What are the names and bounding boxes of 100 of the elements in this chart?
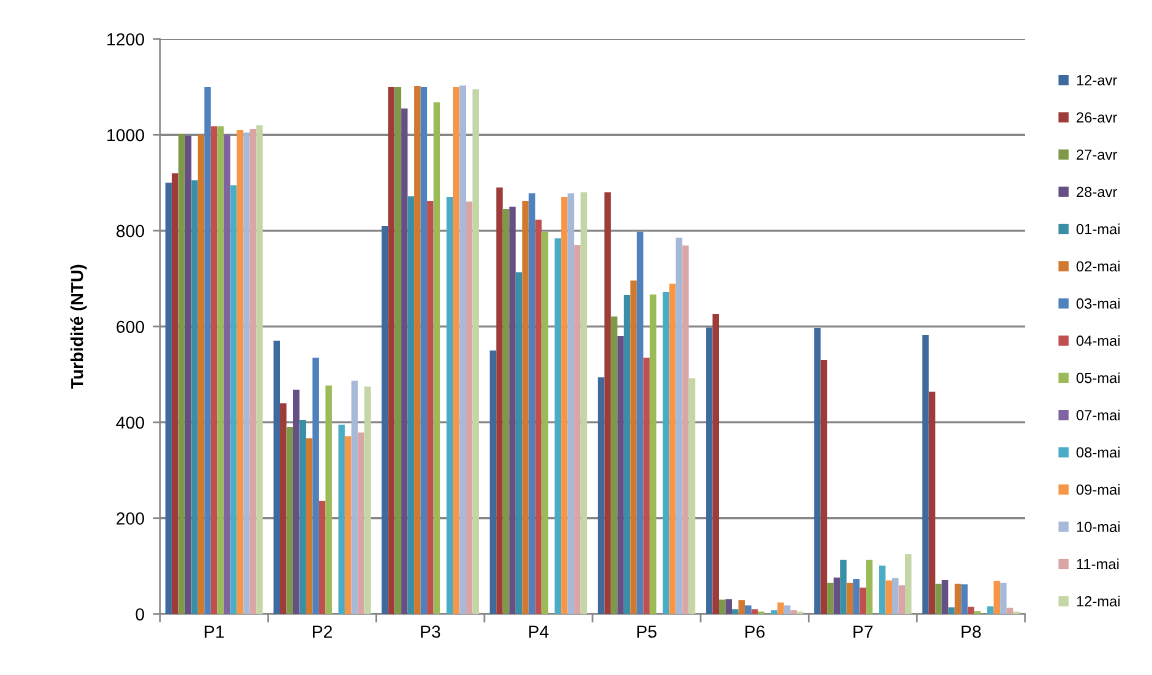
- bar: [892, 578, 899, 614]
- bar: [866, 559, 873, 614]
- bar: [935, 583, 942, 614]
- bar: [381, 225, 389, 614]
- x-tick-label: P5: [637, 625, 657, 638]
- bar: [885, 580, 893, 614]
- bar: [299, 419, 306, 614]
- bar: [706, 327, 713, 614]
- bar: [325, 385, 332, 614]
- bar: [751, 609, 758, 614]
- bar: [662, 292, 670, 614]
- bar: [669, 283, 676, 614]
- bar: [738, 600, 745, 614]
- x-tick-label: P4: [529, 625, 549, 638]
- bar: [165, 182, 172, 614]
- bar: [636, 231, 644, 614]
- bar: [522, 200, 529, 614]
- legend-label: 04-mai: [1076, 335, 1120, 346]
- bar: [357, 432, 365, 614]
- bar: [541, 231, 549, 614]
- bar: [954, 583, 962, 614]
- bar: [688, 378, 696, 614]
- bar: [318, 500, 326, 614]
- y-tick-label: 0: [135, 608, 145, 621]
- legend-label: 03-mai: [1076, 297, 1120, 309]
- bar: [243, 132, 250, 614]
- bar: [649, 294, 657, 614]
- bar: [344, 436, 352, 614]
- bar: [420, 86, 428, 614]
- legend-label: 27-avr: [1076, 149, 1118, 160]
- bar: [394, 86, 402, 614]
- bar: [630, 280, 637, 614]
- bar: [941, 579, 949, 614]
- bar: [401, 108, 408, 614]
- bar: [171, 173, 179, 614]
- legend-label: 05-mai: [1076, 372, 1120, 384]
- x-tick-label: P3: [421, 625, 441, 638]
- bar: [974, 611, 981, 614]
- x-tick-label: P7: [853, 625, 873, 638]
- bar: [719, 599, 726, 614]
- bar: [528, 193, 536, 614]
- bar: [427, 200, 434, 614]
- bar: [682, 245, 689, 614]
- bar: [312, 357, 319, 614]
- bar: [204, 86, 211, 614]
- y-axis-title: Turbidité (NTU): [70, 264, 87, 389]
- legend-label: 08-mai: [1076, 446, 1120, 458]
- bar: [783, 605, 791, 614]
- bar: [643, 357, 650, 614]
- bar: [465, 201, 473, 614]
- y-tick-label: 600: [116, 320, 145, 333]
- bar: [217, 126, 224, 614]
- bar: [446, 197, 454, 614]
- bar: [489, 350, 497, 614]
- bar: [535, 219, 542, 614]
- bar: [853, 579, 860, 614]
- bar: [407, 196, 415, 614]
- bar: [496, 187, 503, 614]
- bar: [840, 559, 847, 614]
- bar: [280, 403, 287, 614]
- legend-label: 01-mai: [1076, 223, 1120, 235]
- legend-label: 09-mai: [1076, 484, 1120, 495]
- y-tick-label: 1000: [107, 129, 145, 142]
- bar: [292, 389, 300, 614]
- bar: [197, 134, 205, 614]
- bar: [502, 209, 510, 614]
- bar: [1006, 607, 1014, 614]
- bar: [928, 391, 936, 614]
- bar: [961, 584, 968, 614]
- bar: [249, 129, 257, 614]
- x-tick-label: P6: [745, 625, 765, 638]
- bar: [509, 206, 516, 614]
- y-tick-label: 400: [116, 416, 145, 429]
- legend-label: 11-mai: [1077, 558, 1119, 570]
- bar: [814, 327, 821, 614]
- legend-label: 28-avr: [1076, 186, 1118, 198]
- x-tick-label: P2: [312, 625, 332, 638]
- bar: [898, 585, 905, 614]
- y-tick-label: 200: [116, 512, 145, 525]
- bar: [230, 185, 237, 614]
- bar: [712, 314, 720, 614]
- bar: [286, 427, 293, 614]
- bar: [515, 272, 523, 614]
- bar: [993, 580, 1001, 614]
- bar: [210, 126, 218, 614]
- legend-label: 12-avr: [1077, 75, 1118, 86]
- bar: [184, 135, 192, 614]
- bar: [178, 133, 185, 614]
- bar: [827, 582, 834, 614]
- bar: [561, 197, 568, 614]
- bar: [948, 607, 955, 614]
- bar: [388, 86, 395, 614]
- bar: [777, 602, 784, 614]
- bar: [223, 134, 231, 614]
- x-tick-label: P1: [204, 625, 224, 638]
- bar: [574, 245, 581, 614]
- y-tick-label: 1200: [107, 33, 145, 46]
- x-tick-label: P8: [961, 625, 981, 638]
- legend-label: 02-mai: [1076, 260, 1120, 272]
- bar: [364, 386, 371, 614]
